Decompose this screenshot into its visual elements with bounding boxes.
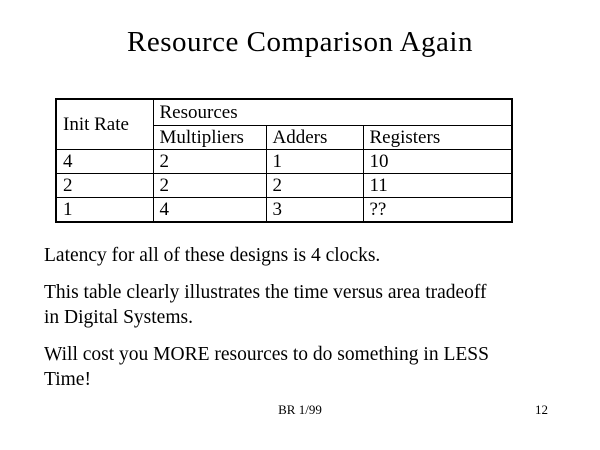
resource-table: Init Rate Resources Multipliers Adders R… [55,98,513,223]
text-line: Time! [44,369,91,390]
table-cell: 10 [362,148,513,174]
slide-title: Resource Comparison Again [127,26,473,58]
table-cell: 11 [362,172,513,198]
table-cell: 1 [265,148,364,174]
body-paragraph: This table clearly illustrates the time … [44,280,544,330]
table-cell: 2 [152,148,267,174]
body-paragraph: Will cost you MORE resources to do somet… [44,342,544,392]
table-row: 1 4 3 ?? [55,196,513,222]
table-header-cell-registers: Registers [362,124,513,150]
body-paragraph: Latency for all of these designs is 4 cl… [44,243,544,268]
table-cell: 2 [265,172,364,198]
table-row: 4 2 1 10 [55,148,513,174]
table-row: 2 2 2 11 [55,172,513,198]
table-cell: 3 [265,196,364,222]
text-line: Will cost you MORE resources to do somet… [44,344,489,365]
page-number: 12 [535,402,548,417]
table-cell: ?? [362,196,513,222]
text-line: This table clearly illustrates the time … [44,282,487,303]
table-header-cell-init-rate: Init Rate [55,98,154,150]
table-header-cell-multipliers: Multipliers [152,124,267,150]
table-header-cell-adders: Adders [265,124,364,150]
table-cell: 4 [152,196,267,222]
table-cell: 4 [55,148,154,174]
text-line: in Digital Systems. [44,307,193,328]
footer-credit: BR 1/99 [278,402,322,417]
table-subheader-row: Multipliers Adders Registers [56,124,513,150]
table-header-cell-resources: Resources [152,98,513,126]
table-cell: 2 [152,172,267,198]
body-text: Latency for all of these designs is 4 cl… [44,243,544,404]
text-line: Latency for all of these designs is 4 cl… [44,245,381,266]
table-cell: 1 [55,196,154,222]
table-header-row: Init Rate Resources [55,98,513,150]
table-cell: 2 [55,172,154,198]
